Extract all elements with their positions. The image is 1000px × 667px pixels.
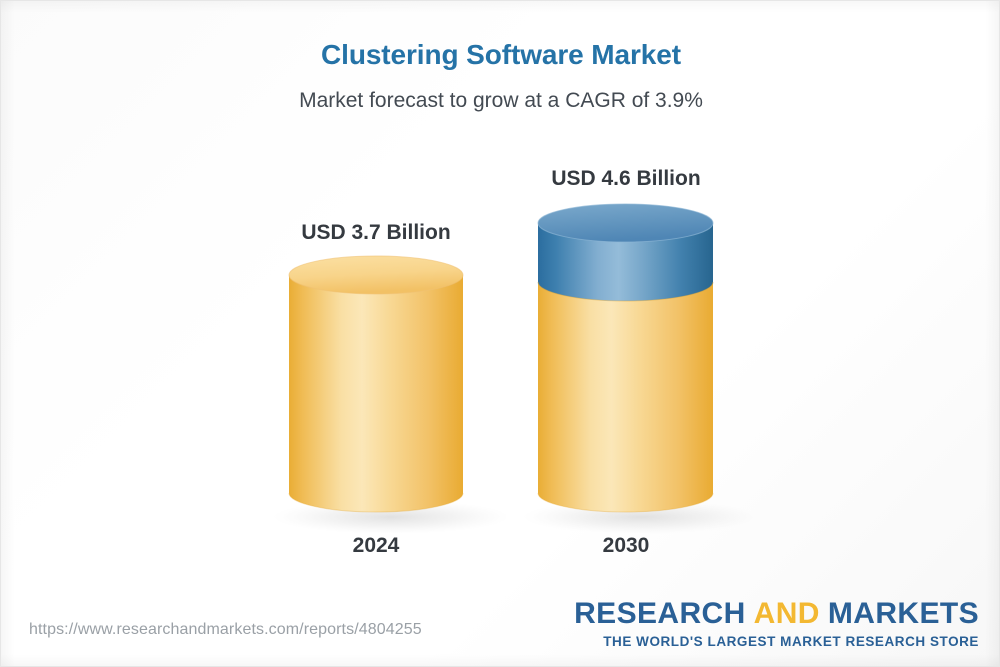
source-url[interactable]: https://www.researchandmarkets.com/repor… [29,621,422,638]
logo-tagline: THE WORLD'S LARGEST MARKET RESEARCH STOR… [603,634,979,649]
bar-2030-bottom-rim [537,492,714,513]
bar-2030-top [538,204,713,242]
bar-2030-segment-boundary [537,281,714,302]
logo-wordmark: RESEARCH AND MARKETS [574,599,979,629]
chart-subtitle: Market forecast to grow at a CAGR of 3.9… [299,89,703,112]
bar-2030-base-body [538,282,713,512]
category-label-2024: 2024 [352,534,400,557]
bar-2024-top [289,256,463,294]
page-title: Clustering Software Market [321,39,681,70]
bar-2024[interactable] [273,255,509,534]
category-label-2030: 2030 [602,534,650,557]
logo-word-and: AND [753,597,820,630]
bar-2030-growth-body [538,223,713,301]
logo-word-research: RESEARCH [574,597,746,630]
bar-2024-bottom-rim [288,492,464,513]
bar-2024-body [289,275,463,512]
bar-2024-top-rim [288,255,464,295]
bar-2030[interactable] [523,203,759,534]
bar-value-label-2030: USD 4.6 Billion [551,167,701,190]
logo-word-markets: MARKETS [827,597,979,630]
bar-value-label-2024: USD 3.7 Billion [301,221,451,244]
research-and-markets-logo[interactable]: RESEARCH AND MARKETS THE WORLD'S LARGEST M… [574,599,979,649]
bar-2030-top-rim [537,203,714,243]
